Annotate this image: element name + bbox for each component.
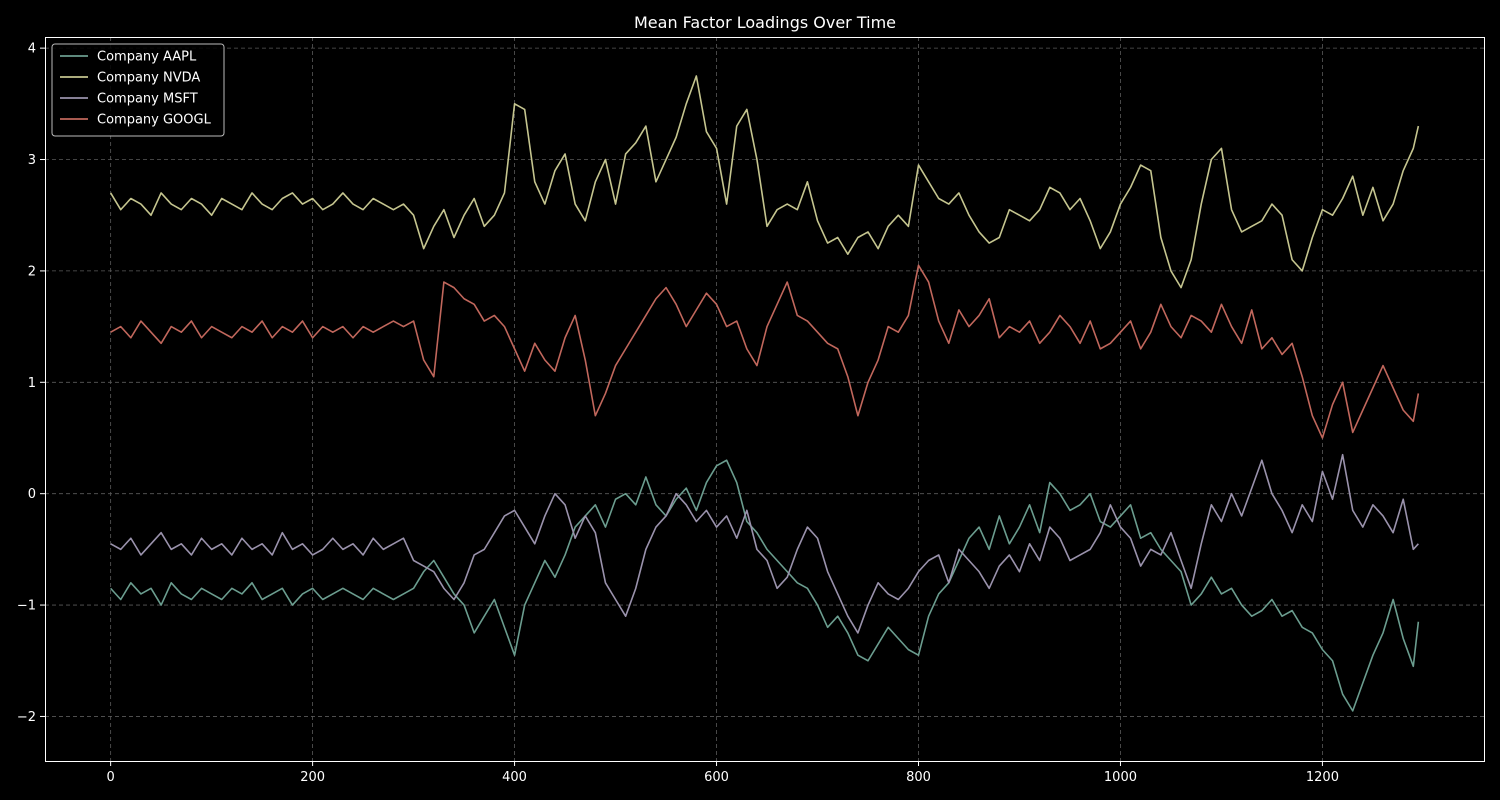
x-tick-label: 1000 xyxy=(1104,770,1137,785)
plot-frame xyxy=(45,37,1485,762)
series-line-company-aapl xyxy=(110,459,1420,712)
legend: Company AAPL Company NVDA Company MSFT Comp… xyxy=(51,43,225,137)
series-lines xyxy=(109,75,1420,712)
x-tick-label: 0 xyxy=(106,770,114,785)
y-tick-label: 1 xyxy=(28,376,36,391)
legend-label: Company GOOGL xyxy=(97,113,212,128)
axis-ticks: 0 200 400 600 800 1000 1200 −2 −1 0 1 2 3 4 xyxy=(17,42,1339,785)
series-line-company-googl xyxy=(110,264,1420,439)
series-line-company-msft xyxy=(110,453,1419,634)
chart-title: Mean Factor Loadings Over Time xyxy=(634,13,896,32)
x-tick-label: 1200 xyxy=(1306,770,1339,785)
x-tick-label: 600 xyxy=(704,770,729,785)
y-tick-label: 4 xyxy=(28,42,36,57)
series-line-company-nvda xyxy=(109,75,1420,289)
y-tick-label: −2 xyxy=(17,710,36,725)
x-tick-label: 200 xyxy=(300,770,325,785)
legend-label: Company NVDA xyxy=(97,71,200,86)
legend-label: Company MSFT xyxy=(97,92,198,107)
y-tick-label: 3 xyxy=(28,153,36,168)
grid xyxy=(45,37,1484,761)
x-tick-label: 400 xyxy=(502,770,527,785)
x-tick-label: 800 xyxy=(906,770,931,785)
y-tick-label: −1 xyxy=(17,599,36,614)
y-tick-label: 2 xyxy=(28,264,36,279)
legend-box xyxy=(51,43,225,137)
y-tick-label: 0 xyxy=(28,487,36,502)
legend-label: Company AAPL xyxy=(97,50,197,65)
